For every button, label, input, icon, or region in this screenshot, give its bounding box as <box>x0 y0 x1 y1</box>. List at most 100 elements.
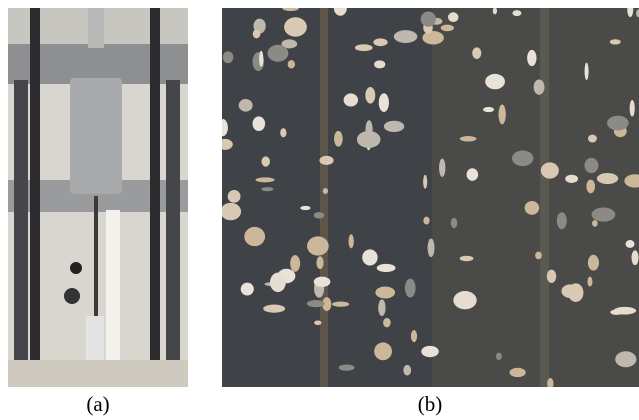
aggregate <box>421 346 439 357</box>
aggregate <box>423 217 429 225</box>
aggregate <box>485 74 505 89</box>
aggregate <box>344 93 358 106</box>
aggregate <box>267 45 288 62</box>
aggregate <box>314 320 321 325</box>
aggregate <box>339 364 355 370</box>
aggregate <box>282 6 298 11</box>
aggregate <box>259 51 263 67</box>
aggregate <box>362 249 378 265</box>
aggregate <box>307 236 329 255</box>
caption: (b) <box>418 392 443 416</box>
aggregate <box>472 47 481 59</box>
aggregate <box>512 10 521 16</box>
aggregate <box>239 99 253 112</box>
aggregate <box>565 175 578 183</box>
aggregate <box>377 264 396 272</box>
aggregate <box>284 17 307 37</box>
aggregate <box>585 63 589 80</box>
aggregate <box>394 30 417 43</box>
aggregate <box>280 128 286 137</box>
aggregate <box>614 307 637 315</box>
aggregate <box>290 255 300 272</box>
aggregate <box>228 190 241 203</box>
aggregate <box>630 100 635 117</box>
aggregate <box>378 299 385 316</box>
aggregate <box>527 50 536 66</box>
aggregate <box>379 93 389 112</box>
aggregate <box>421 11 436 26</box>
aggregate <box>541 162 559 178</box>
aggregate <box>314 277 331 287</box>
aggregate <box>607 116 629 131</box>
aggregate <box>592 220 598 227</box>
aggregate <box>288 60 295 68</box>
aggregate <box>255 177 274 182</box>
aggregate <box>263 305 285 313</box>
aggregate <box>373 38 387 46</box>
photo-concrete <box>217 0 639 389</box>
aggregate <box>355 44 373 51</box>
aggregate <box>547 270 557 283</box>
figure: (a) (b) <box>0 0 639 420</box>
aggregate <box>334 131 343 147</box>
aggregate <box>220 203 241 220</box>
aggregate <box>525 201 540 215</box>
aggregate <box>627 3 633 17</box>
aggregate <box>493 7 497 14</box>
aggregate <box>496 353 502 360</box>
aggregate <box>261 156 269 166</box>
photo-test-rig <box>8 8 188 387</box>
aggregate <box>423 175 427 189</box>
aggregate <box>217 139 233 150</box>
aggregate <box>441 25 454 32</box>
aggregate <box>411 330 417 342</box>
aggregate <box>467 168 479 181</box>
aggregate <box>422 31 444 44</box>
aggregate <box>557 212 567 229</box>
aggregate <box>374 60 385 68</box>
page: (a) (b) (() => { const data = JSON.parse… <box>0 0 639 420</box>
aggregate <box>319 156 333 165</box>
aggregate <box>300 206 310 210</box>
aggregate <box>241 283 254 296</box>
aggregate <box>314 212 325 218</box>
aggregate <box>512 151 533 167</box>
aggregate <box>357 131 381 148</box>
aggregate <box>588 135 597 143</box>
aggregate <box>535 252 542 260</box>
aggregate <box>223 51 234 63</box>
aggregate <box>460 256 474 261</box>
aggregate <box>384 121 404 132</box>
aggregate <box>403 365 411 376</box>
aggregate <box>332 301 349 306</box>
aggregate <box>615 351 636 367</box>
aggregate <box>448 12 458 22</box>
aggregate <box>586 180 595 194</box>
aggregate <box>631 250 638 265</box>
aggregate <box>592 208 616 222</box>
aggregate <box>588 255 599 271</box>
aggregate <box>587 277 592 287</box>
aggregate <box>428 238 435 257</box>
aggregate <box>460 136 477 141</box>
aggregate <box>383 318 391 328</box>
aggregate <box>547 378 553 390</box>
aggregate <box>510 368 526 377</box>
aggregate <box>626 240 635 248</box>
aggregate <box>218 119 228 136</box>
aggregate <box>584 158 598 173</box>
aggregate <box>316 256 323 269</box>
aggregate <box>405 279 416 298</box>
aggregate <box>375 286 395 298</box>
aggregate <box>597 173 618 184</box>
aggregate <box>270 273 286 292</box>
aggregate <box>334 0 347 16</box>
caption: (a) <box>86 392 109 416</box>
aggregate <box>365 87 375 104</box>
aggregate <box>561 284 579 298</box>
aggregate <box>349 234 354 248</box>
aggregate <box>439 159 445 177</box>
aggregate <box>252 116 265 131</box>
aggregate <box>498 105 505 125</box>
aggregate <box>451 218 457 228</box>
